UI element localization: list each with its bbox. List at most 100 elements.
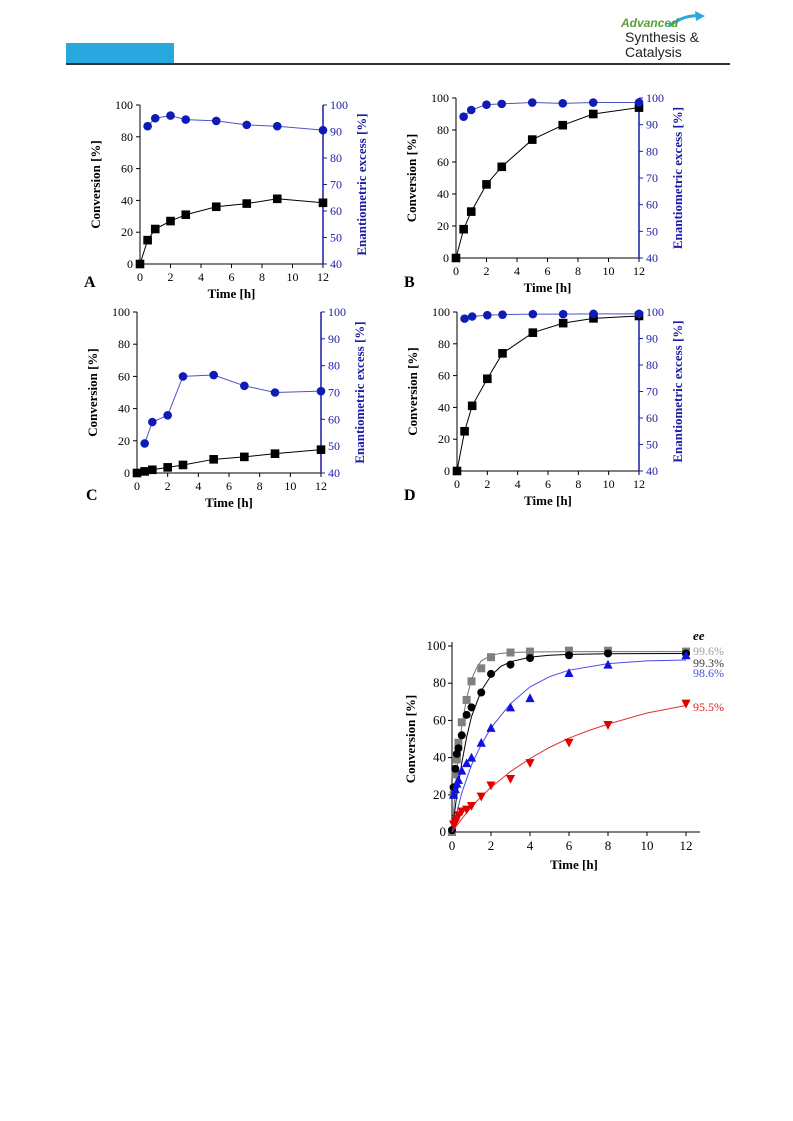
ee-label: 99.6% — [693, 644, 724, 658]
data-point — [462, 758, 472, 768]
data-point-left — [211, 202, 221, 212]
data-point-left — [242, 199, 252, 208]
y-tick-label: 0 — [124, 466, 130, 480]
panel-label: B — [404, 274, 415, 291]
series-line-right — [144, 374, 322, 444]
data-point-left — [140, 467, 149, 476]
data-point-right — [467, 312, 477, 321]
ee-label: 95.5% — [693, 700, 724, 714]
y-tick-label: 60 — [433, 712, 446, 727]
x-tick-label: 12 — [315, 479, 327, 493]
data-point-right — [558, 99, 568, 108]
chart-panel-b: 0 2 4 6 8 10 12 0 20 40 60 80 100 40 50 60 70 80 90 100 Time… — [404, 91, 685, 295]
x-axis-title: Time [h] — [208, 286, 256, 301]
y2-tick-label: 80 — [646, 358, 658, 372]
fit-curve — [451, 705, 687, 833]
data-point-left — [588, 109, 598, 119]
data-point — [457, 807, 467, 817]
y2-tick-label: 100 — [328, 305, 346, 319]
data-point-left — [483, 374, 492, 384]
y-tick-label: 20 — [121, 225, 133, 239]
data-point-left — [135, 259, 145, 269]
y2-tick-label: 50 — [646, 224, 658, 238]
x-tick-label: 6 — [229, 270, 235, 284]
data-point — [564, 668, 574, 677]
data-point — [476, 792, 486, 802]
data-point — [462, 805, 472, 815]
data-point — [565, 646, 573, 655]
ee-label: 98.6% — [693, 666, 724, 680]
y2-tick-label: 60 — [646, 411, 658, 425]
data-point — [476, 737, 486, 747]
x-tick-label: 10 — [641, 838, 654, 853]
x-tick-label: 10 — [284, 479, 296, 493]
x-axis-title: Time [h] — [524, 280, 572, 295]
y-tick-label: 60 — [437, 155, 449, 169]
x-tick-label: 12 — [633, 477, 645, 491]
y2-tick-label: 60 — [328, 412, 340, 426]
series-line-left — [456, 315, 640, 472]
data-point-right — [318, 125, 328, 135]
fit-curve — [451, 659, 687, 833]
data-point-left — [318, 198, 328, 208]
data-point — [466, 752, 477, 762]
data-point-right — [140, 439, 149, 448]
data-point — [467, 703, 476, 712]
data-point — [526, 654, 534, 663]
y-tick-label: 80 — [121, 130, 133, 144]
data-point-left — [482, 180, 491, 189]
journal-header-bar — [66, 43, 174, 63]
data-point-left — [589, 314, 598, 323]
x-tick-label: 0 — [134, 479, 140, 493]
y2-axis-title: Enantiometric excess [%] — [352, 321, 367, 463]
data-point-right — [272, 121, 282, 131]
y2-tick-label: 40 — [330, 257, 342, 271]
ee-label: 99.3% — [693, 656, 724, 670]
series-line-left — [139, 198, 324, 265]
data-point — [505, 774, 516, 784]
y2-tick-label: 80 — [646, 144, 658, 158]
data-point-right — [270, 388, 280, 397]
data-point-right — [558, 309, 568, 319]
x-tick-label: 4 — [527, 838, 534, 853]
data-point-left — [181, 210, 191, 220]
x-tick-label: 6 — [226, 479, 232, 493]
data-point — [453, 775, 464, 784]
data-point — [506, 648, 515, 657]
data-point-left — [316, 445, 326, 454]
data-point-right — [148, 417, 157, 427]
data-point-right — [240, 381, 249, 391]
data-point-right — [483, 310, 492, 320]
y-tick-label: 100 — [432, 305, 450, 319]
data-point-left — [497, 162, 507, 172]
data-point-left — [240, 452, 249, 462]
data-point-right — [211, 116, 221, 126]
y-tick-label: 80 — [437, 123, 449, 137]
data-point — [451, 764, 460, 773]
y-tick-label: 20 — [437, 219, 449, 233]
data-point-right — [143, 121, 152, 131]
data-point — [525, 693, 535, 703]
x-tick-label: 2 — [484, 477, 490, 491]
data-point-right — [181, 115, 191, 124]
data-point-right — [163, 411, 172, 420]
y2-tick-label: 90 — [646, 332, 658, 346]
data-point — [681, 650, 691, 660]
x-tick-label: 0 — [137, 270, 143, 284]
data-point-right — [498, 310, 507, 319]
y-tick-label: 80 — [118, 337, 130, 351]
data-point — [564, 738, 574, 748]
y2-axis-title: Enantiometric excess [%] — [670, 320, 685, 462]
y-tick-label: 80 — [433, 675, 446, 690]
x-tick-label: 12 — [633, 264, 645, 278]
x-tick-label: 4 — [514, 264, 520, 278]
x-tick-label: 6 — [545, 477, 551, 491]
y-axis-title: Conversion [%] — [88, 140, 103, 228]
header-rule — [66, 63, 730, 65]
data-point — [477, 664, 486, 673]
y-tick-label: 0 — [443, 251, 449, 265]
x-axis-title: Time [h] — [550, 857, 598, 872]
data-point — [467, 677, 476, 686]
y2-tick-label: 100 — [330, 98, 348, 112]
